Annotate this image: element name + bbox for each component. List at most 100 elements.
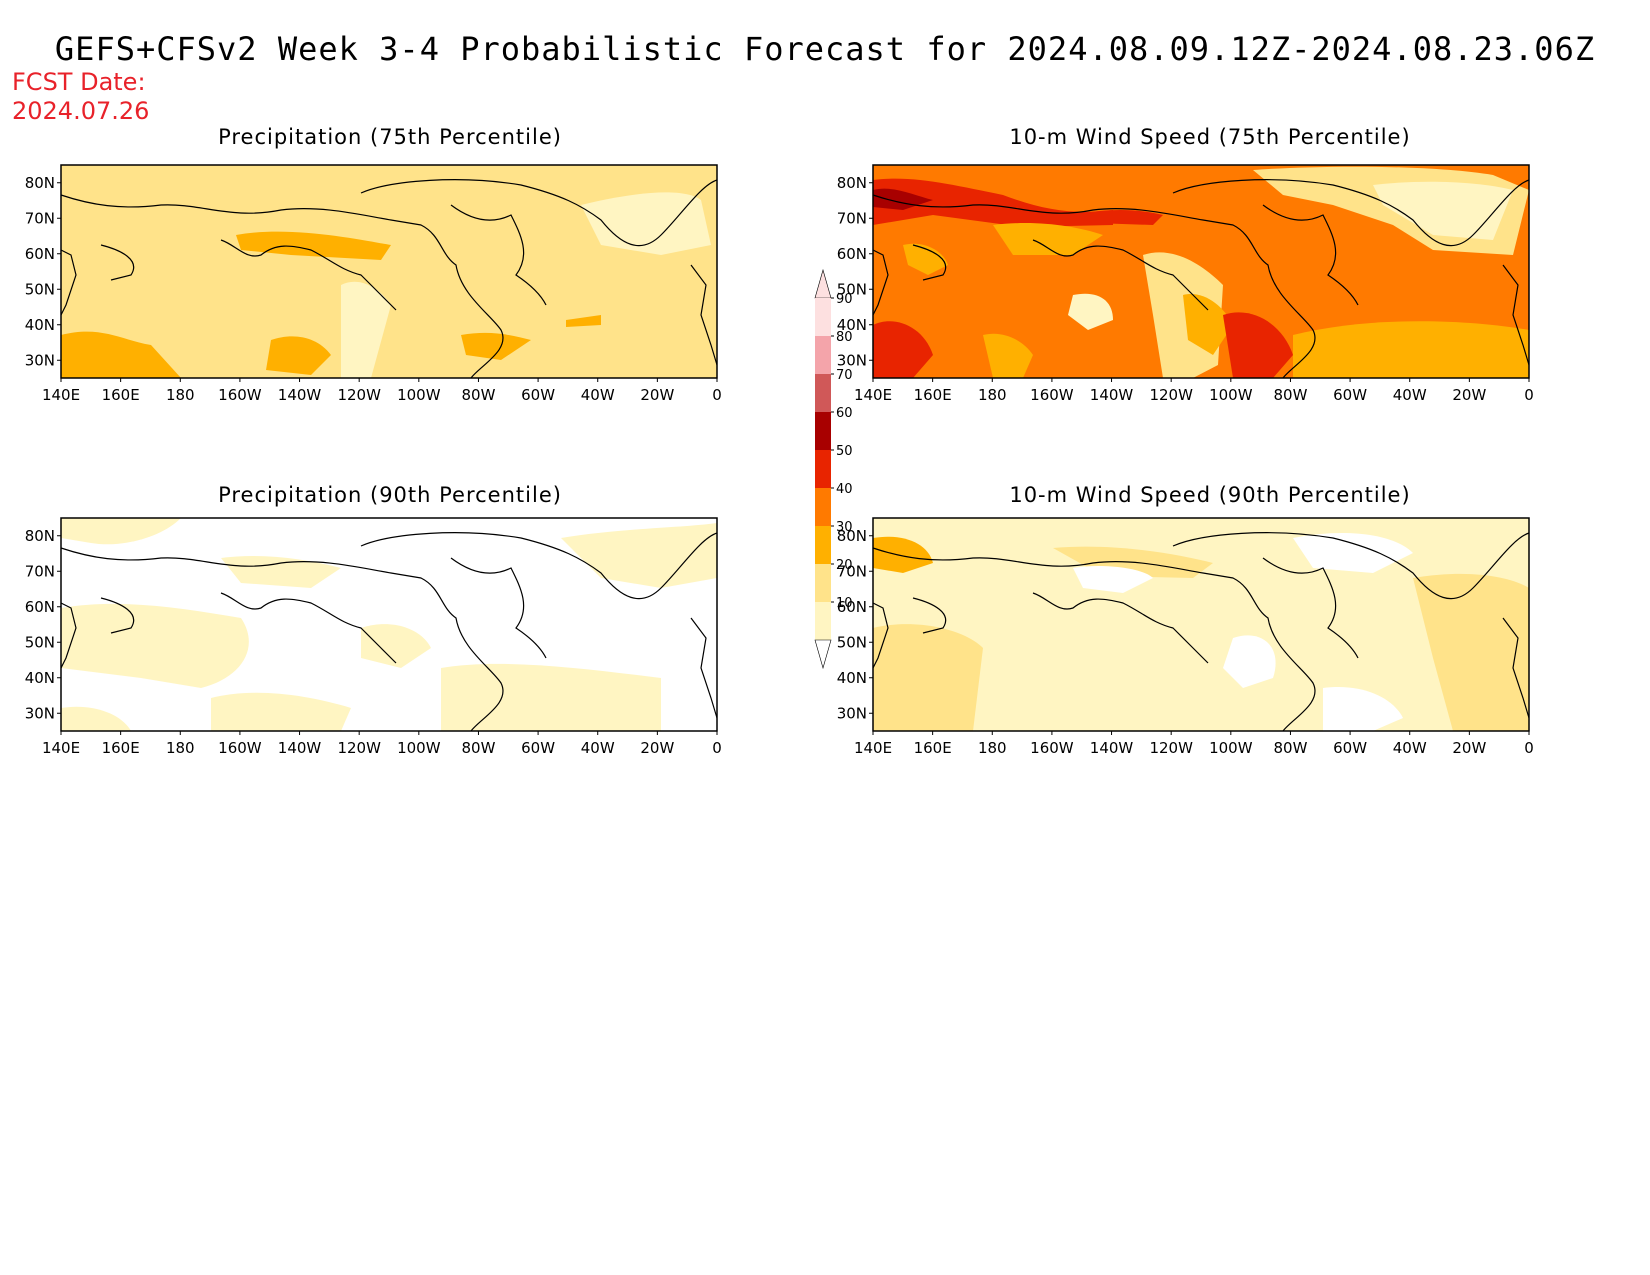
colorbar-top-arrow xyxy=(814,268,832,299)
lat-tick-label: 50N xyxy=(837,633,867,651)
lat-tick-label: 40N xyxy=(25,669,55,687)
lat-tick-label: 60N xyxy=(837,598,867,616)
map-wind90: 80N 70N 60N 50N 40N 30N 140E 160E 180 160W 140W 12… xyxy=(837,517,1534,757)
lon-tick-label: 160W xyxy=(1030,386,1074,404)
lon-tick-label: 60W xyxy=(1333,739,1367,757)
lon-tick-label: 120W xyxy=(1149,739,1193,757)
lon-tick-label: 160E xyxy=(102,739,140,757)
panel-title-wind75: 10-m Wind Speed (75th Percentile) xyxy=(1009,125,1411,149)
colorbar-label: 50 xyxy=(836,444,853,459)
lon-tick-label: 140E xyxy=(42,739,80,757)
colorbar-swatch xyxy=(815,526,831,564)
colorbar: 90 80 70 60 50 40 30 20 10 xyxy=(814,268,853,670)
lat-tick-label: 60N xyxy=(25,598,55,616)
lon-tick-label: 160E xyxy=(914,739,952,757)
lon-tick-label: 140E xyxy=(854,386,892,404)
lat-tick-label: 80N xyxy=(837,527,867,545)
lon-tick-label: 140W xyxy=(1090,739,1134,757)
colorbar-label: 60 xyxy=(836,406,853,421)
lat-tick-label: 40N xyxy=(25,316,55,334)
lon-tick-label: 100W xyxy=(1209,739,1253,757)
colorbar-swatch xyxy=(815,336,831,374)
map-precip90: 80N 70N 60N 50N 40N 30N 140E 160E 180 160W 140W 12… xyxy=(25,517,722,757)
lat-tick-label: 80N xyxy=(837,174,867,192)
lon-tick-label: 140W xyxy=(278,739,322,757)
colorbar-swatch xyxy=(815,488,831,526)
lon-tick-label: 100W xyxy=(1209,386,1253,404)
colorbar-swatch xyxy=(815,298,831,336)
lat-tick-label: 50N xyxy=(837,280,867,298)
colorbar-swatch xyxy=(815,374,831,412)
forecast-date-label: FCST Date: xyxy=(12,68,146,96)
lon-tick-label: 20W xyxy=(1452,739,1486,757)
colorbar-label: 80 xyxy=(836,330,853,345)
lon-tick-label: 160W xyxy=(218,386,262,404)
lat-tick-label: 70N xyxy=(837,562,867,580)
lon-tick-label: 120W xyxy=(337,386,381,404)
colorbar-bottom-arrow xyxy=(814,639,832,670)
figure-title: GEFS+CFSv2 Week 3-4 Probabilistic Foreca… xyxy=(54,30,1596,68)
panel-title-wind90: 10-m Wind Speed (90th Percentile) xyxy=(1009,483,1411,507)
lon-tick-label: 0 xyxy=(1524,739,1534,757)
lon-tick-label: 60W xyxy=(521,386,555,404)
lon-tick-label: 40W xyxy=(1393,739,1427,757)
map-precip75: 80N 70N 60N 50N 40N 30N 140E 160E 180 160W 140W 12… xyxy=(25,164,722,404)
lon-tick-label: 160W xyxy=(218,739,262,757)
lon-tick-label: 140E xyxy=(42,386,80,404)
lon-tick-label: 180 xyxy=(166,386,195,404)
lat-tick-label: 50N xyxy=(25,280,55,298)
lon-tick-label: 180 xyxy=(978,386,1007,404)
lat-tick-label: 30N xyxy=(25,351,55,369)
lon-tick-label: 180 xyxy=(978,739,1007,757)
lat-tick-label: 30N xyxy=(837,351,867,369)
colorbar-label: 70 xyxy=(836,368,853,383)
lon-tick-label: 120W xyxy=(337,739,381,757)
lon-tick-label: 160E xyxy=(914,386,952,404)
lat-tick-label: 70N xyxy=(837,209,867,227)
map-wind75: 80N 70N 60N 50N 40N 30N 140E 160E 180 160W 140W 12… xyxy=(837,164,1534,404)
colorbar-label: 20 xyxy=(836,558,853,573)
colorbar-label: 40 xyxy=(836,482,853,497)
lon-tick-label: 40W xyxy=(1393,386,1427,404)
lon-tick-label: 20W xyxy=(1452,386,1486,404)
lat-tick-label: 60N xyxy=(837,245,867,263)
lat-tick-label: 70N xyxy=(25,562,55,580)
lon-tick-label: 80W xyxy=(461,386,495,404)
lon-tick-label: 160E xyxy=(102,386,140,404)
lon-tick-label: 120W xyxy=(1149,386,1193,404)
panel-title-precip75: Precipitation (75th Percentile) xyxy=(218,125,562,149)
lon-tick-label: 20W xyxy=(640,386,674,404)
lon-tick-label: 180 xyxy=(166,739,195,757)
panel-title-precip90: Precipitation (90th Percentile) xyxy=(218,483,562,507)
lat-tick-label: 80N xyxy=(25,174,55,192)
lon-tick-label: 0 xyxy=(1524,386,1534,404)
colorbar-label: 30 xyxy=(836,520,853,535)
lon-tick-label: 80W xyxy=(1273,386,1307,404)
lon-tick-label: 40W xyxy=(581,386,615,404)
lon-tick-label: 40W xyxy=(581,739,615,757)
colorbar-swatch xyxy=(815,450,831,488)
colorbar-swatch xyxy=(815,602,831,640)
lon-tick-label: 100W xyxy=(397,386,441,404)
lat-tick-label: 50N xyxy=(25,633,55,651)
colorbar-label: 90 xyxy=(836,292,853,307)
lat-tick-label: 60N xyxy=(25,245,55,263)
lon-tick-label: 140E xyxy=(854,739,892,757)
lat-tick-label: 70N xyxy=(25,209,55,227)
lon-tick-label: 140W xyxy=(278,386,322,404)
lon-tick-label: 20W xyxy=(640,739,674,757)
lon-tick-label: 100W xyxy=(397,739,441,757)
lat-tick-label: 80N xyxy=(25,527,55,545)
lat-tick-label: 40N xyxy=(837,669,867,687)
lon-tick-label: 160W xyxy=(1030,739,1074,757)
lat-tick-label: 30N xyxy=(837,704,867,722)
lon-tick-label: 80W xyxy=(461,739,495,757)
lon-tick-label: 80W xyxy=(1273,739,1307,757)
colorbar-swatch xyxy=(815,564,831,602)
lat-tick-label: 40N xyxy=(837,316,867,334)
colorbar-label: 10 xyxy=(836,596,853,611)
lon-tick-label: 60W xyxy=(521,739,555,757)
lat-tick-label: 30N xyxy=(25,704,55,722)
lon-tick-label: 140W xyxy=(1090,386,1134,404)
colorbar-swatch xyxy=(815,412,831,450)
